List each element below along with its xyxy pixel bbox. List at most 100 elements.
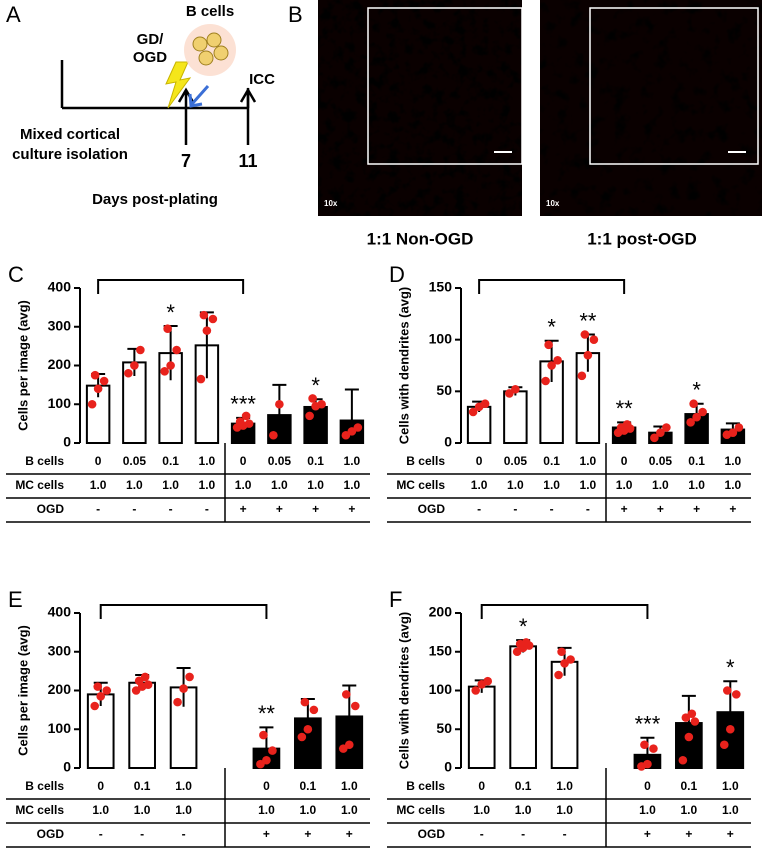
data-point	[341, 690, 351, 699]
table-cell: +	[729, 502, 736, 516]
y-axis-label: Cells per image (avg)	[15, 625, 30, 756]
table-cell: 1.0	[344, 478, 361, 492]
data-point	[692, 412, 701, 422]
table-cell: 1.0	[543, 478, 560, 492]
data-point	[244, 419, 254, 428]
data-point	[350, 701, 360, 711]
data-point	[96, 692, 106, 701]
data-point	[511, 384, 520, 394]
table-cell: -	[99, 827, 103, 841]
table-cell: 1.0	[175, 803, 192, 817]
table-cell: 0	[240, 454, 247, 468]
blue-arrow	[188, 85, 210, 108]
y-tick-label: 300	[48, 642, 72, 658]
y-tick-label: 150	[429, 642, 453, 658]
data-point	[577, 371, 587, 381]
data-point	[93, 682, 103, 691]
table-cell: 0.1	[300, 779, 317, 793]
table-cell: 1.0	[681, 803, 698, 817]
significance: *	[519, 614, 528, 639]
data-point	[172, 345, 181, 355]
table-cell: 1.0	[722, 779, 739, 793]
data-point	[622, 420, 632, 429]
data-point	[344, 740, 354, 750]
data-point	[698, 407, 707, 417]
table-cell: 1.0	[473, 803, 490, 817]
table-cell: 0	[621, 454, 628, 468]
data-point	[199, 310, 209, 320]
data-point	[541, 376, 550, 386]
y-tick-label: 50	[436, 720, 452, 736]
inset-frame	[589, 7, 759, 165]
table-cell: 1.0	[580, 454, 597, 468]
table-cell: -	[563, 827, 567, 841]
table-cell: 1.0	[258, 803, 275, 817]
table-cell: 1.0	[90, 478, 107, 492]
table-cell: 1.0	[235, 478, 252, 492]
table-cell: +	[263, 827, 270, 841]
significance: *	[166, 300, 175, 325]
y-tick-label: 100	[48, 395, 72, 411]
data-point	[471, 686, 481, 695]
panel-label: B	[288, 2, 303, 27]
table-cell: 1.0	[126, 478, 143, 492]
row-label: B cells	[406, 779, 445, 793]
significance: **	[258, 701, 276, 726]
table-cell: -	[480, 827, 484, 841]
micrograph-texture	[318, 0, 522, 216]
table-cell: 1.0	[652, 478, 669, 492]
data-point	[262, 755, 271, 765]
table-cell: 0	[476, 454, 483, 468]
table-cell: 1.0	[616, 478, 633, 492]
table-cell: -	[550, 502, 554, 516]
y-tick-label: 150	[429, 279, 453, 295]
significance: ***	[635, 712, 661, 737]
isolation-label: culture isolation	[12, 146, 128, 163]
table-cell: 1.0	[307, 478, 324, 492]
data-point	[656, 428, 665, 437]
y-tick-label: 50	[436, 382, 452, 398]
data-point	[662, 423, 671, 432]
row-label: OGD	[418, 502, 446, 516]
data-point	[553, 356, 562, 365]
table-cell: 1.0	[725, 454, 742, 468]
table-cell: 0	[644, 779, 651, 793]
table-cell: +	[644, 827, 651, 841]
y-tick-label: 0	[63, 759, 71, 775]
data-point	[259, 730, 268, 740]
table-cell: 1.0	[722, 803, 739, 817]
caption: 1:1 post-OGD	[587, 229, 697, 248]
table-cell: 1.0	[199, 478, 216, 492]
error-bar	[272, 383, 287, 443]
data-point	[483, 676, 493, 686]
table-cell: +	[312, 502, 319, 516]
data-point	[725, 724, 735, 734]
data-point	[589, 335, 599, 344]
data-point	[566, 655, 575, 664]
data-point	[687, 709, 697, 719]
table-cell: -	[132, 502, 136, 516]
table-cell: +	[693, 502, 700, 516]
table-cell: 0.05	[268, 454, 292, 468]
table-cell: 0	[478, 779, 485, 793]
y-axis-label: Cells per image (avg)	[15, 300, 30, 431]
table-cell: 1.0	[688, 478, 705, 492]
table-cell: -	[205, 502, 209, 516]
ogd-label: OGD	[133, 49, 167, 66]
data-point	[140, 672, 150, 682]
bar	[467, 685, 496, 769]
comparison-bracket	[478, 279, 626, 294]
day-label: 11	[238, 151, 257, 171]
row-label: OGD	[37, 827, 65, 841]
y-tick-label: 0	[63, 434, 71, 450]
table-cell: 1.0	[92, 803, 109, 817]
table-cell: -	[586, 502, 590, 516]
bar	[509, 645, 537, 770]
y-axis-label: Cells with dendrites (avg)	[396, 612, 411, 769]
panel-label: A	[6, 2, 21, 27]
data-point	[728, 428, 738, 437]
b-cells-label: B cells	[186, 3, 234, 20]
table-cell: 1.0	[471, 478, 488, 492]
table-cell: +	[304, 827, 311, 841]
